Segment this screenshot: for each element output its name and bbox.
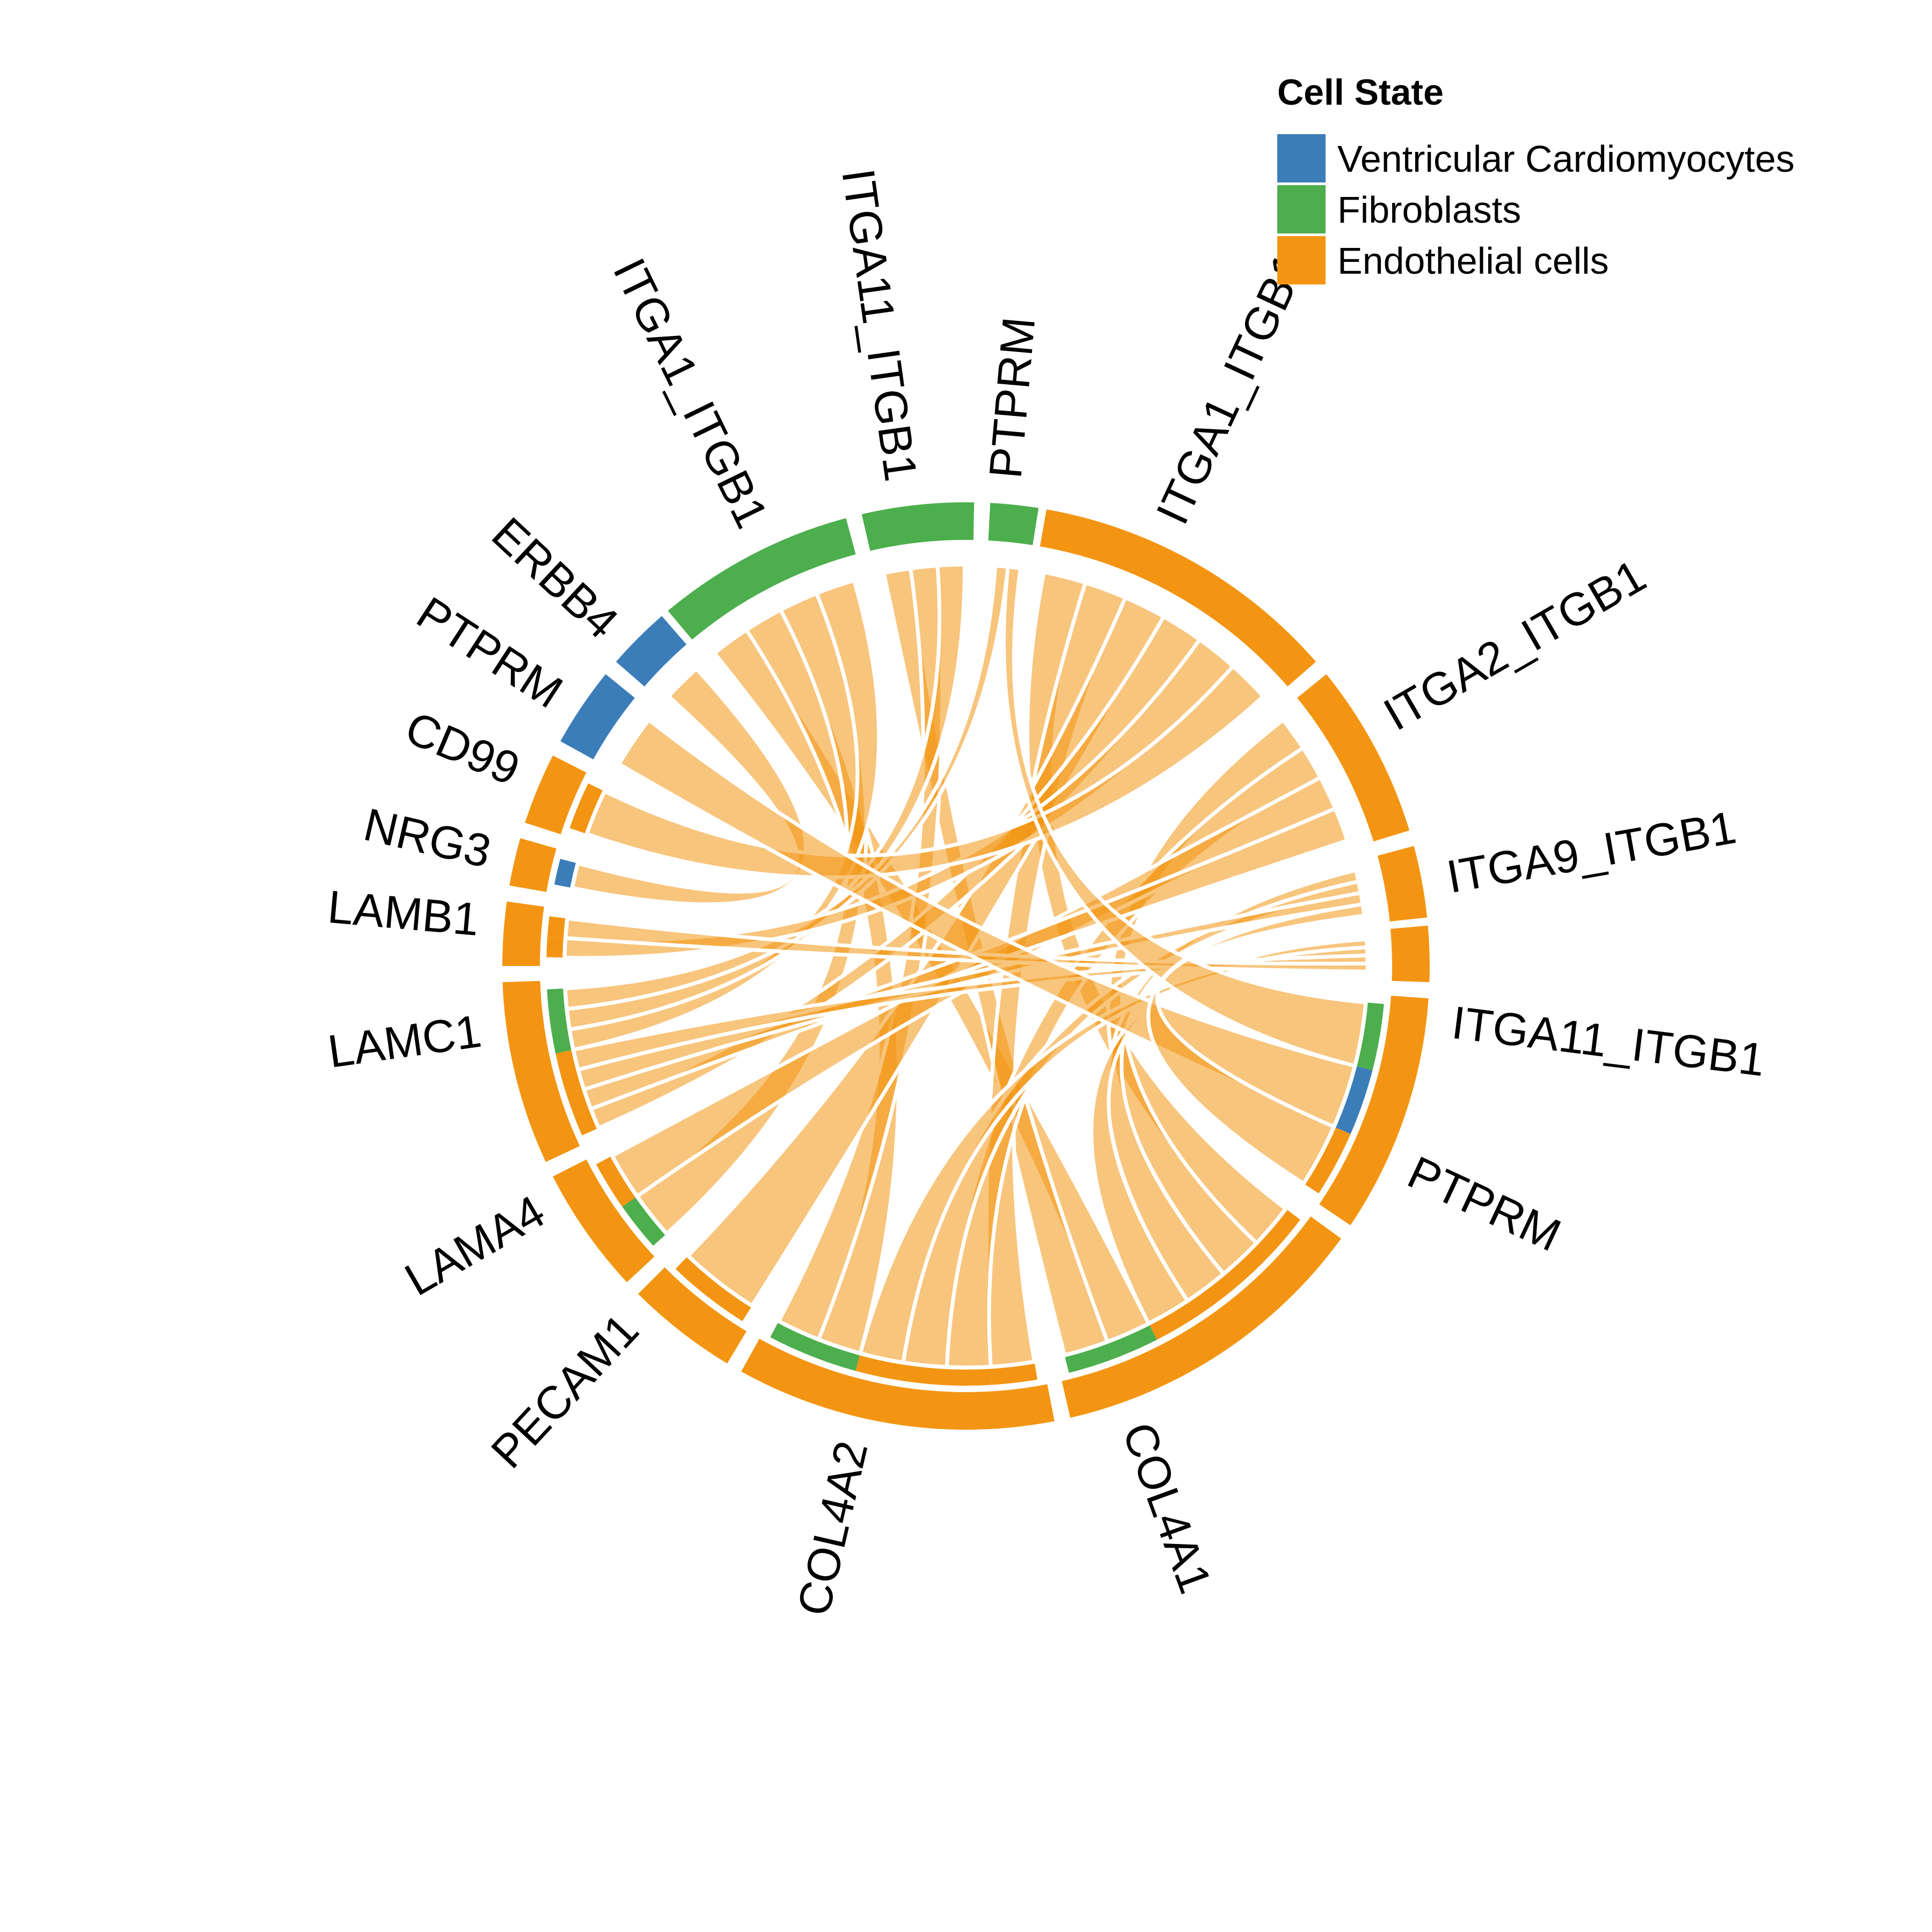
legend-label-fibroblasts: Fibroblasts <box>1337 189 1521 231</box>
inner-segment-col4a2-to-itga1-itgb1-fibroblasts <box>811 1341 860 1371</box>
sector-label-ptprm: PTPRM <box>408 587 572 718</box>
sector-nrg3-endothelial-cells <box>509 838 557 892</box>
inner-ring <box>546 783 1384 1386</box>
sector-col4a2-endothelial-cells <box>741 1338 1055 1430</box>
inner-segment-pecam1-to-itga1-itgb1-endothelial-cells <box>675 1257 751 1321</box>
sector-ptprm-endothelial-cells <box>1319 996 1429 1226</box>
outer-ring <box>502 502 1430 1430</box>
sector-itga9-itgb1-endothelial-cells <box>1377 846 1428 922</box>
inner-segment-col4a1-to-itga9-itgb1-endothelial-cells <box>1189 1275 1235 1316</box>
legend-label-ventricular-cardiomyocytes: Ventricular Cardiomyocytes <box>1337 138 1795 180</box>
sector-col4a1-endothelial-cells <box>1062 1216 1341 1418</box>
inner-segment-lamc1-to-itga9-itgb1-endothelial-cells <box>560 1070 582 1095</box>
chord-col4a1-to-itga11-itgb1-endothelial-cells <box>1089 937 1369 1326</box>
sector-label-ptprm: PTPRM <box>979 315 1045 480</box>
inner-segment-col4a1-to-itga1-itgb1-fibroblasts <box>1108 1325 1157 1359</box>
inner-segment-lamb1-to-itga11-itgb1-endothelial-cells <box>547 916 566 938</box>
inner-segment-col4a2-to-itga2-itgb1-endothelial-cells <box>946 1368 992 1386</box>
sector-lama4-endothelial-cells <box>553 1159 655 1283</box>
inner-segment-lamc1-to-itga1-itgb1-endothelial-cells <box>574 1109 597 1136</box>
chord-lamb1-to-itga11-itgb1-endothelial-cells <box>564 916 1370 974</box>
legend: Cell State Ventricular Cardiomyocytes Fi… <box>1277 72 1795 284</box>
sector-label-lamc1: LAMC1 <box>325 1005 484 1078</box>
legend-swatch-endothelial-cells <box>1277 236 1326 284</box>
inner-segment-lamc1-to-ptprm-fibroblasts <box>547 988 565 1011</box>
inner-segment-col4a2-to-itga1-itgb1-endothelial-cells <box>991 1364 1038 1385</box>
sector-cd99-endothelial-cells <box>525 755 587 835</box>
sector-label-col4a1: COL4A1 <box>1113 1416 1221 1600</box>
sector-label-itga1-itgb1: ITGA1_ITGB1 <box>603 251 778 536</box>
inner-segment-lamc1-to-itga2-itgb1-endothelial-cells <box>566 1090 589 1116</box>
sector-label-itga11-itgb1: ITGA11_ITGB1 <box>1449 997 1768 1086</box>
sector-label-cd99: CD99 <box>398 702 527 795</box>
inner-segment-nrg3-to-erbb4-ventricular-cardiomyocytes <box>554 859 576 888</box>
sector-label-itga1-itgb1: ITGA1_ITGB1 <box>1146 245 1316 532</box>
chord-nrg3-to-erbb4-ventricular-cardiomyocytes <box>570 665 808 906</box>
inner-segment-cd99-to-itga1-itgb1-endothelial-cells <box>569 783 603 833</box>
inner-segment-col4a1-to-itga11-itgb1-fibroblasts <box>1065 1343 1114 1373</box>
sector-itga1-itgb1-endothelial-cells <box>1040 509 1316 687</box>
sector-label-lama4: LAMA4 <box>397 1185 553 1306</box>
chord-ptprm-endothelial-cells-to-ptprm-fibroblasts <box>1002 565 1368 1069</box>
inner-segment-lama4-to-itga2-itgb1-endothelial-cells <box>596 1157 635 1207</box>
sector-label-pecam1: PECAM1 <box>481 1304 648 1478</box>
sector-label-itga11-itgb1: ITGA11_ITGB1 <box>832 166 927 485</box>
legend-title: Cell State <box>1277 72 1444 113</box>
sector-label-itga2-itgb1: ITGA2_ITGB1 <box>1375 550 1655 741</box>
sector-label-erbb4: ERBB4 <box>482 508 628 649</box>
sector-itga11-itgb1-fibroblasts <box>861 502 975 551</box>
sector-itga2-itgb1-endothelial-cells <box>1297 674 1410 841</box>
inner-segment-lamb1-to-itga1-itgb1-endothelial-cells <box>546 936 564 958</box>
inner-segment-lama4-to-itga1-itgb1-fibroblasts <box>622 1197 665 1246</box>
sector-itga11-itgb1-endothelial-cells <box>1390 925 1430 983</box>
inner-segment-lamc1-to-itga1-itgb1-fibroblasts <box>551 1029 572 1053</box>
chord-col4a2-to-itga11-itgb1-endothelial-cells <box>858 945 1370 1365</box>
inner-segment-col4a2-to-itga11-itgb1-endothelial-cells <box>855 1355 903 1381</box>
inner-segment-col4a1-to-itga11-itgb1-endothelial-cells <box>1150 1302 1198 1340</box>
sector-label-itga9-itgb1: ITGA9_ITGB1 <box>1443 802 1740 903</box>
inner-segment-col4a2-to-itga11-itgb1-fibroblasts <box>770 1323 818 1357</box>
chord-pecam1-to-itga1-itgb1-endothelial-cells <box>685 595 1167 1308</box>
sector-label-lamb1: LAMB1 <box>326 881 481 946</box>
inner-segment-ptprm-endothelial-cells-to-ptprm-fibroblasts <box>1357 1002 1384 1071</box>
inner-segment-col4a1-to-itga2-itgb1-endothelial-cells <box>1225 1244 1270 1288</box>
sector-lamc1-endothelial-cells <box>502 980 580 1162</box>
sector-lamb1-endothelial-cells <box>502 901 544 966</box>
chord-ptprm-endothelial-cells-to-itga9-itgb1-endothelial-cells <box>1146 902 1367 1187</box>
sector-ptprm-fibroblasts <box>988 503 1039 545</box>
chords-layer <box>562 562 1370 1370</box>
legend-label-endothelial-cells: Endothelial cells <box>1337 240 1609 282</box>
legend-swatch-fibroblasts <box>1277 185 1326 233</box>
sector-pecam1-endothelial-cells <box>638 1267 747 1364</box>
inner-segment-lamc1-to-itga11-itgb1-fibroblasts <box>548 1009 568 1033</box>
legend-swatch-ventricular-cardiomyocytes <box>1277 134 1326 182</box>
sector-erbb4-ventricular-cardiomyocytes <box>616 616 687 687</box>
inner-segment-ptprm-endothelial-cells-to-itga9-itgb1-endothelial-cells <box>1305 1128 1351 1194</box>
inner-segment-col4a1-to-itga1-itgb1-endothelial-cells <box>1258 1210 1300 1256</box>
inner-segment-lamc1-to-itga11-itgb1-endothelial-cells <box>555 1050 576 1075</box>
sector-label-ptprm: PTPRM <box>1400 1146 1568 1261</box>
inner-segment-ptprm-endothelial-cells-to-ptprm-ventricular-cardiomyocytes <box>1336 1066 1373 1135</box>
sector-label-col4a2: COL4A2 <box>788 1436 878 1620</box>
sector-label-nrg3: NRG3 <box>359 799 495 877</box>
chord-lamc1-to-itga11-itgb1-endothelial-cells <box>571 953 1370 1072</box>
sector-itga1-itgb1-fibroblasts <box>668 518 856 640</box>
sector-ptprm-ventricular-cardiomyocytes <box>560 674 635 760</box>
inner-segment-col4a2-to-itga9-itgb1-endothelial-cells <box>900 1364 947 1386</box>
